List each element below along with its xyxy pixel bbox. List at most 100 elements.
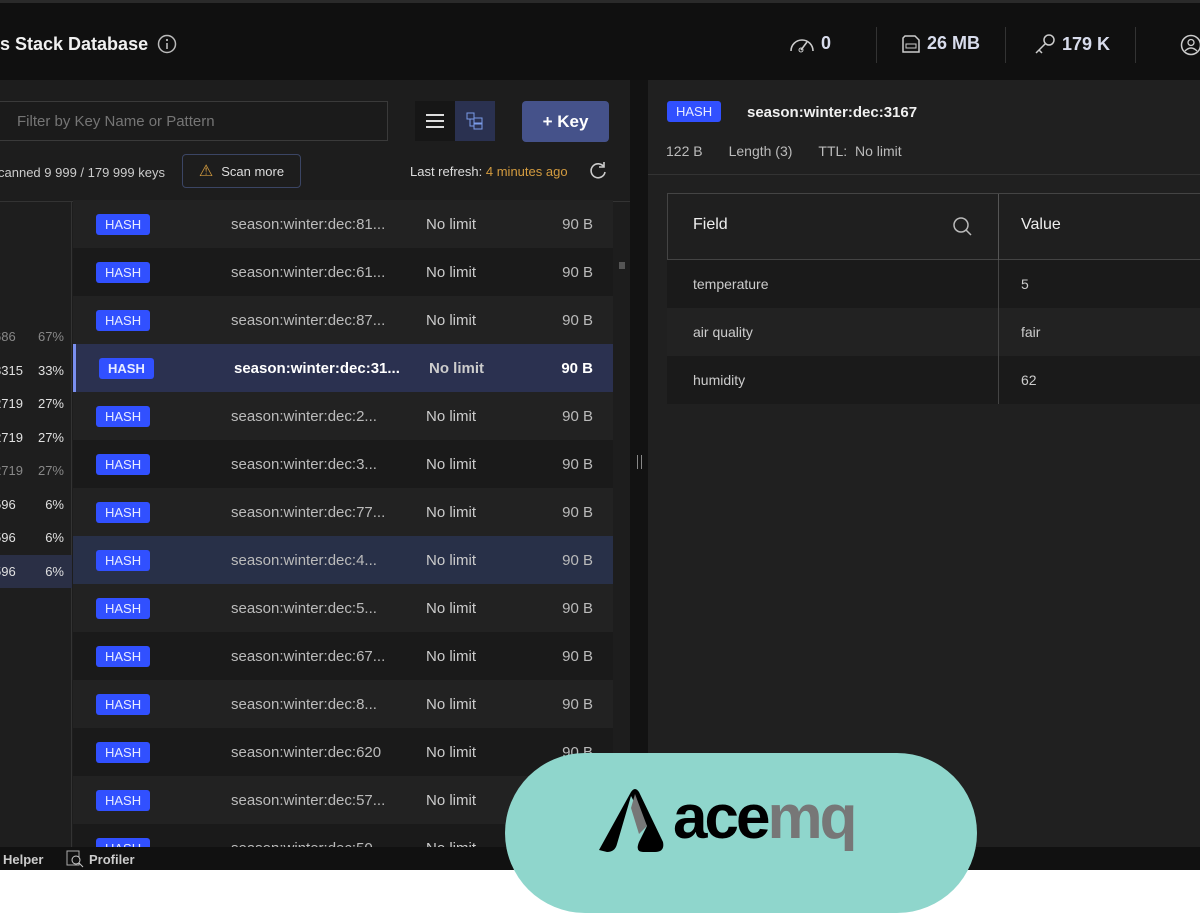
ttl-label: TTL:: [818, 143, 847, 159]
memory-value: 26 MB: [927, 33, 980, 54]
key-name: season:winter:dec:620: [231, 744, 381, 761]
key-size: 122 B: [666, 143, 703, 159]
key-name: season:winter:dec:3...: [231, 456, 377, 473]
key-ttl: No limit: [426, 744, 476, 761]
refresh-ago: 4 minutes ago: [486, 164, 568, 179]
key-type-badge: HASH: [99, 358, 154, 379]
table-header: Field Value: [667, 193, 1200, 260]
key-size: 90 B: [562, 408, 593, 425]
field-value: 62: [1021, 372, 1037, 388]
panel-divider[interactable]: [630, 80, 648, 847]
key-meta: 122 B Length (3) TTL: No limit: [666, 143, 902, 159]
key-details-panel: HASH season:winter:dec:3167 122 B Length…: [648, 80, 1200, 847]
memory-stat: 26 MB: [901, 33, 980, 54]
field-value: 5: [1021, 276, 1029, 292]
key-ttl: No limit: [426, 408, 476, 425]
key-ttl: No limit: [426, 456, 476, 473]
tree-view-button[interactable]: [455, 101, 495, 141]
add-key-button[interactable]: + Key: [522, 101, 609, 142]
key-type-badge: HASH: [96, 598, 150, 619]
key-ttl: No limit: [426, 504, 476, 521]
field-name: temperature: [693, 276, 768, 292]
key-type-badge: HASH: [96, 742, 150, 763]
refresh-label: Last refresh:: [410, 164, 482, 179]
ops-value: 0: [821, 33, 831, 54]
key-type-badge: HASH: [96, 262, 150, 283]
key-name: season:winter:dec:61...: [231, 264, 385, 281]
key-ttl: No limit: [426, 648, 476, 665]
logo-text-mq: mq: [767, 783, 854, 852]
key-type-badge: HASH: [96, 694, 150, 715]
key-size: 90 B: [562, 216, 593, 233]
acemq-logo-mark: [595, 786, 667, 856]
key-size: 90 B: [562, 600, 593, 617]
key-type-badge: HASH: [96, 646, 150, 667]
key-size: 90 B: [561, 360, 593, 377]
key-size: 90 B: [562, 264, 593, 281]
key-size: 90 B: [562, 312, 593, 329]
helper-button[interactable]: Helper: [3, 852, 43, 867]
search-icon[interactable]: [952, 216, 972, 236]
user-icon[interactable]: [1180, 34, 1200, 56]
key-name: season:winter:dec:5...: [231, 600, 377, 617]
scrollbar[interactable]: [619, 262, 625, 269]
database-title: s Stack Database: [0, 34, 148, 55]
key-size: 90 B: [562, 648, 593, 665]
field-column-header: Field: [693, 216, 728, 234]
hash-field-row[interactable]: temperature 5: [667, 260, 1200, 308]
key-ttl: No limit: [426, 792, 476, 809]
key-length: Length (3): [729, 143, 793, 159]
keys-value: 179 K: [1062, 34, 1110, 55]
key-ttl: No limit: [426, 312, 476, 329]
key-name: season:winter:dec:3167: [747, 104, 917, 121]
ops-stat: 0: [789, 33, 831, 54]
key-size: 90 B: [562, 504, 593, 521]
key-ttl: No limit: [426, 216, 476, 233]
key-name: season:winter:dec:2...: [231, 408, 377, 425]
keys-stat: 179 K: [1034, 33, 1110, 55]
key-row[interactable]: HASH season:winter:dec:5... No limit 90 B: [73, 584, 613, 632]
scan-more-button[interactable]: ⚠Scan more: [182, 154, 301, 188]
ttl-value: No limit: [855, 143, 902, 159]
key-ttl: No limit: [426, 840, 476, 848]
key-name: season:winter:dec:57...: [231, 792, 385, 809]
key-row[interactable]: HASH season:winter:dec:3... No limit 90 B: [73, 440, 613, 488]
profiler-button[interactable]: Profiler: [89, 852, 135, 867]
key-size: 90 B: [562, 456, 593, 473]
key-name: season:winter:dec:50...: [231, 840, 385, 848]
memory-icon: [901, 34, 921, 54]
key-size: 90 B: [562, 696, 593, 713]
key-ttl: No limit: [426, 600, 476, 617]
key-type-badge: HASH: [96, 310, 150, 331]
info-icon[interactable]: [157, 34, 177, 54]
list-icon: [426, 114, 444, 128]
value-column-header: Value: [1021, 216, 1061, 234]
filter-input[interactable]: [0, 101, 388, 141]
scanned-count: canned 9 999 / 179 999 keys: [0, 165, 165, 180]
key-type-badge: HASH: [96, 406, 150, 427]
key-name: season:winter:dec:77...: [231, 504, 385, 521]
key-ttl: No limit: [426, 552, 476, 569]
key-row[interactable]: HASH season:winter:dec:81... No limit 90 B: [73, 200, 613, 248]
list-view-button[interactable]: [415, 101, 455, 141]
key-type-badge: HASH: [96, 454, 150, 475]
key-row[interactable]: HASH season:winter:dec:2... No limit 90 B: [73, 392, 613, 440]
refresh-icon[interactable]: [588, 161, 608, 181]
logo-text-ace: ace: [673, 783, 767, 852]
key-name: season:winter:dec:81...: [231, 216, 385, 233]
key-type-badge: HASH: [96, 214, 150, 235]
resize-handle-icon[interactable]: [637, 455, 642, 469]
key-type-badge: HASH: [667, 101, 721, 122]
